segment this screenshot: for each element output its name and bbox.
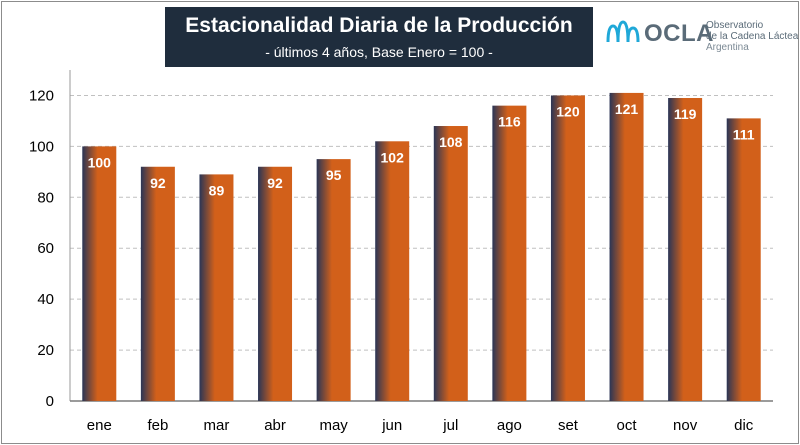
bar-mar bbox=[199, 174, 234, 401]
data-label-mar: 89 bbox=[209, 182, 225, 198]
bar-feb bbox=[140, 166, 175, 401]
bar-may bbox=[316, 159, 351, 401]
milk-wave-icon bbox=[606, 20, 640, 43]
data-label-set: 120 bbox=[556, 103, 580, 119]
logo-tagline: Observatorio de la Cadena Láctea Argenti… bbox=[706, 20, 798, 53]
x-tick-abr: abr bbox=[264, 417, 286, 434]
x-tick-set: set bbox=[558, 417, 579, 434]
data-labels: 100 92 89 92 95 102 108 116 120 121 119 111 bbox=[88, 101, 755, 198]
x-tick-may: may bbox=[319, 417, 348, 434]
chart-subtitle: - últimos 4 años, Base Enero = 100 - bbox=[265, 44, 493, 60]
y-tick-label: 60 bbox=[37, 240, 54, 257]
title-box: Estacionalidad Diaria de la Producción -… bbox=[165, 7, 593, 67]
y-tick-label: 20 bbox=[37, 342, 54, 359]
bar-abr bbox=[258, 166, 293, 401]
x-tick-nov: nov bbox=[673, 417, 698, 434]
data-label-feb: 92 bbox=[150, 175, 166, 191]
data-label-ene: 100 bbox=[88, 154, 112, 170]
data-label-oct: 121 bbox=[615, 101, 639, 117]
bar-ene bbox=[82, 146, 117, 401]
logo-line-2: de la Cadena Láctea bbox=[706, 31, 799, 42]
bar-nov bbox=[668, 98, 703, 401]
gridlines bbox=[70, 94, 773, 351]
x-tick-mar: mar bbox=[204, 417, 230, 434]
data-label-abr: 92 bbox=[267, 175, 283, 191]
chart-title: Estacionalidad Diaria de la Producción bbox=[185, 14, 573, 37]
x-axis: ene feb mar abr may jun jul ago set oct nov dic bbox=[87, 417, 754, 434]
bar-set bbox=[550, 95, 585, 401]
x-tick-dic: dic bbox=[734, 417, 754, 434]
x-tick-jun: jun bbox=[381, 417, 402, 434]
y-tick-label: 40 bbox=[37, 291, 54, 308]
x-tick-jul: jul bbox=[442, 417, 458, 434]
data-label-ago: 116 bbox=[498, 114, 521, 130]
y-tick-label: 80 bbox=[37, 189, 54, 206]
data-label-jun: 102 bbox=[381, 149, 405, 165]
y-tick-label: 120 bbox=[29, 87, 54, 104]
logo-line-1: Observatorio bbox=[706, 20, 764, 31]
data-label-dic: 111 bbox=[733, 126, 755, 142]
bars bbox=[82, 92, 761, 402]
x-tick-oct: oct bbox=[617, 417, 638, 434]
logo-wordmark: OCLA bbox=[644, 20, 714, 47]
data-label-may: 95 bbox=[326, 167, 342, 183]
logo-line-3: Argentina bbox=[706, 42, 749, 53]
data-label-jul: 108 bbox=[439, 134, 463, 150]
y-axis: 0 20 40 60 80 100 120 bbox=[29, 70, 773, 410]
y-tick-label: 0 bbox=[46, 393, 54, 410]
bar-dic bbox=[726, 118, 761, 401]
bar-jun bbox=[375, 141, 410, 402]
x-tick-ago: ago bbox=[497, 417, 522, 434]
bar-jul bbox=[433, 126, 468, 401]
ocla-logo: OCLA Observatorio de la Cadena Láctea Ar… bbox=[606, 16, 798, 56]
y-tick-label: 100 bbox=[29, 138, 54, 155]
x-tick-ene: ene bbox=[87, 417, 112, 434]
x-tick-feb: feb bbox=[147, 417, 168, 434]
bar-oct bbox=[609, 92, 644, 402]
data-label-nov: 119 bbox=[674, 106, 697, 122]
bar-ago bbox=[492, 105, 527, 402]
